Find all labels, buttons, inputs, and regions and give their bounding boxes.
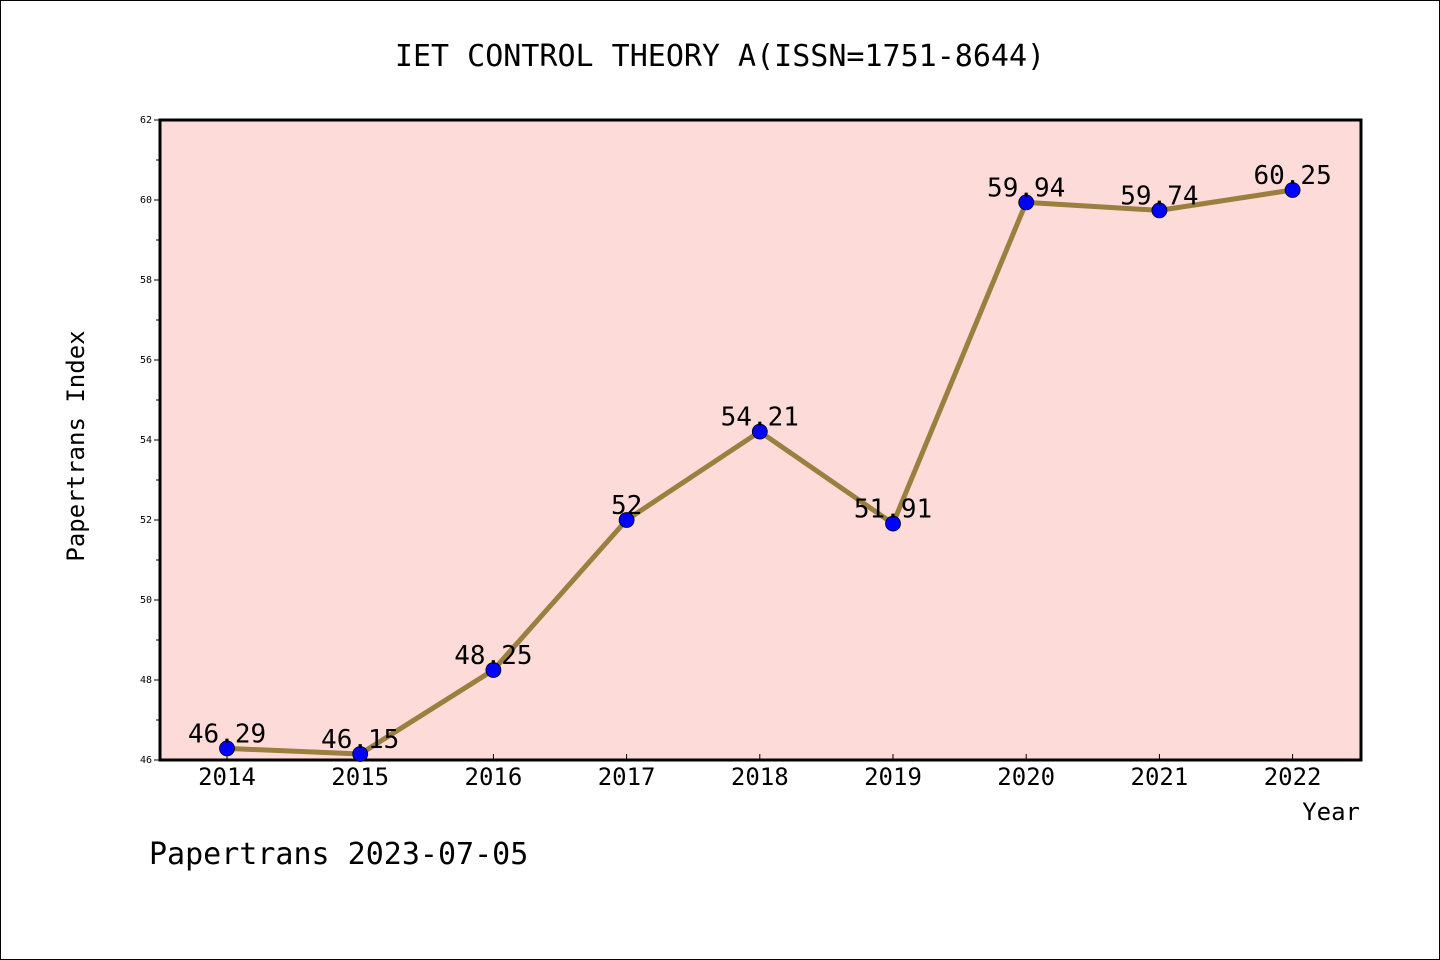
data-label: 59.94 (987, 173, 1065, 203)
data-point (751, 423, 768, 440)
x-tick-label: 2018 (731, 763, 789, 791)
data-labels: 46.29 46.15 48.25 52 54.21 51.91 59.94 59.74 60.… (188, 161, 1332, 755)
data-label: 51.91 (854, 495, 932, 525)
x-tick-label: 2021 (1131, 763, 1189, 791)
y-axis-ticks: 46 48 50 52 54 56 58 60 62 (140, 115, 160, 766)
chart-title: IET CONTROL THEORY A(ISSN=1751-8644) (395, 39, 1045, 74)
y-axis-label: Papertrans Index (62, 330, 90, 561)
y-tick-label: 48 (140, 675, 152, 686)
y-tick-label: 58 (140, 275, 152, 286)
x-tick-label: 2019 (864, 763, 922, 791)
x-tick-label: 2016 (465, 763, 523, 791)
x-tick-label: 2022 (1264, 763, 1322, 791)
x-tick-label: 2017 (598, 763, 656, 791)
series-markers (219, 182, 1301, 762)
data-label: 59.74 (1120, 181, 1198, 211)
y-tick-label: 50 (140, 595, 152, 606)
data-point (618, 512, 635, 528)
x-tick-label: 2014 (198, 763, 256, 791)
y-tick-label: 54 (140, 435, 152, 446)
data-label: 46.29 (188, 719, 266, 749)
y-tick-label: 52 (140, 515, 152, 526)
data-point (219, 740, 235, 757)
data-label: 52 (611, 491, 642, 521)
y-tick-label: 46 (140, 755, 152, 766)
data-label: 60.25 (1253, 161, 1331, 191)
data-point (485, 662, 502, 678)
x-axis-ticks: 2014 2015 2016 2017 2018 2019 2020 2021 2022 (198, 754, 1321, 791)
footer-text: Papertrans 2023-07-05 (149, 837, 528, 872)
y-tick-label: 56 (140, 355, 152, 366)
x-tick-label: 2015 (331, 763, 389, 791)
data-label: 48.25 (454, 641, 532, 671)
plot-area (158, 118, 1363, 762)
y-tick-label: 62 (140, 115, 152, 126)
x-axis-label: Year (1302, 798, 1360, 826)
data-point (885, 515, 901, 532)
data-label: 46.15 (321, 725, 399, 755)
data-point (1018, 194, 1035, 211)
x-tick-label: 2020 (997, 763, 1055, 791)
y-tick-label: 60 (140, 195, 152, 206)
data-point (352, 746, 369, 762)
data-label: 54.21 (721, 403, 799, 433)
data-point (1284, 182, 1301, 198)
data-point (1151, 202, 1168, 219)
